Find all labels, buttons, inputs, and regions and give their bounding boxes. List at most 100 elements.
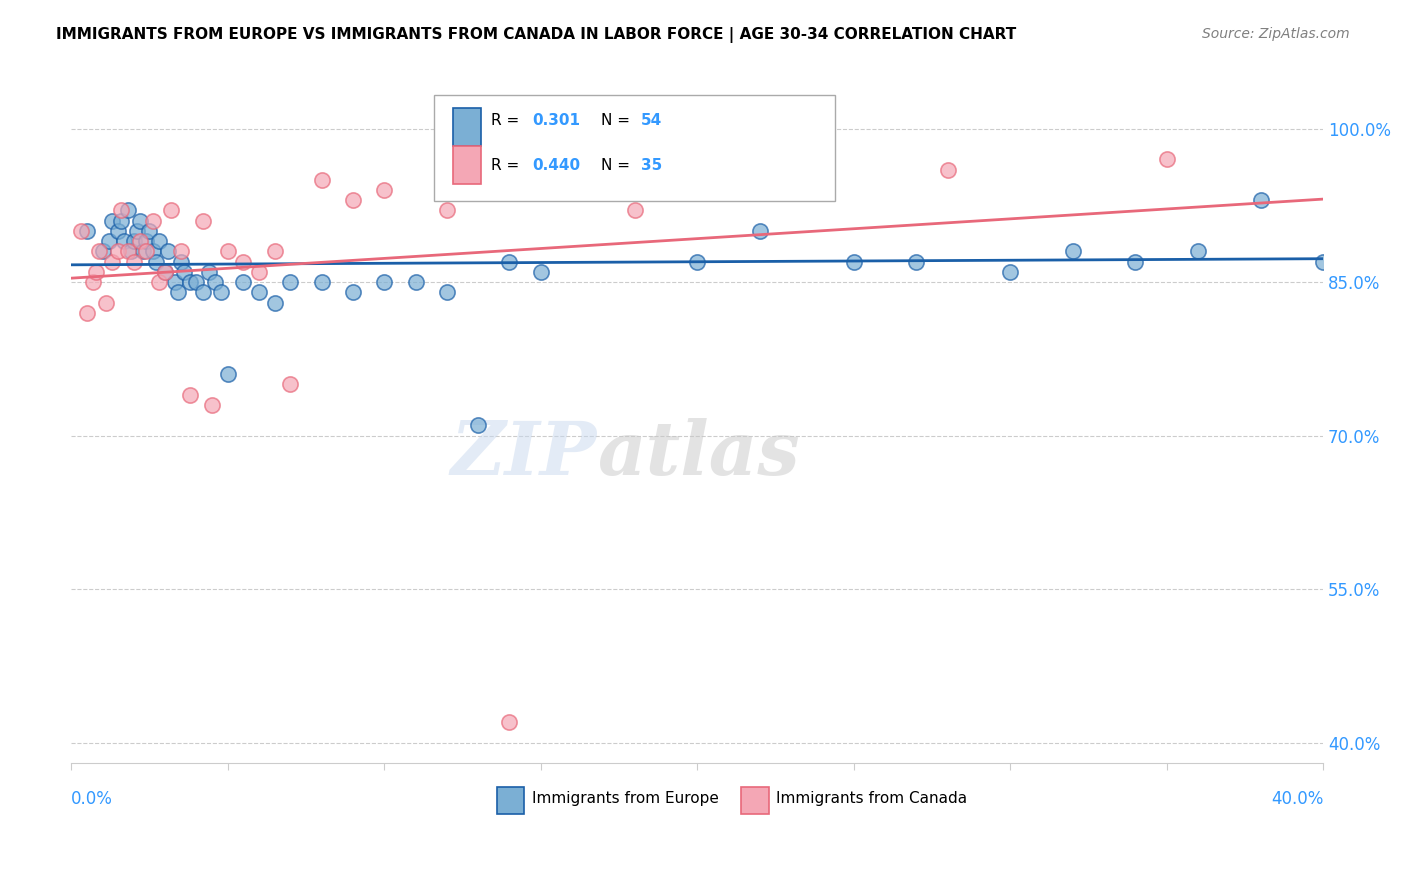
Point	[157, 244, 180, 259]
Point	[217, 368, 239, 382]
Text: Source: ZipAtlas.com: Source: ZipAtlas.com	[1202, 27, 1350, 41]
Point	[1125, 254, 1147, 268]
Point	[232, 275, 254, 289]
Point	[89, 244, 111, 259]
Point	[69, 224, 91, 238]
Point	[905, 254, 928, 268]
Point	[686, 254, 709, 268]
Point	[163, 275, 186, 289]
Point	[998, 265, 1021, 279]
Point	[114, 234, 136, 248]
Text: Immigrants from Canada: Immigrants from Canada	[776, 791, 967, 806]
Text: 40.0%: 40.0%	[1271, 790, 1323, 808]
Text: 0.0%: 0.0%	[72, 790, 112, 808]
Text: 0.301: 0.301	[531, 113, 579, 128]
Text: IMMIGRANTS FROM EUROPE VS IMMIGRANTS FROM CANADA IN LABOR FORCE | AGE 30-34 CORR: IMMIGRANTS FROM EUROPE VS IMMIGRANTS FRO…	[56, 27, 1017, 43]
Point	[135, 244, 157, 259]
Text: Immigrants from Europe: Immigrants from Europe	[531, 791, 718, 806]
Point	[107, 244, 129, 259]
Point	[342, 193, 364, 207]
Point	[842, 254, 865, 268]
Point	[132, 244, 155, 259]
Point	[191, 213, 214, 227]
Point	[129, 234, 152, 248]
Point	[82, 275, 104, 289]
Point	[1187, 244, 1209, 259]
Point	[142, 244, 165, 259]
Point	[125, 224, 148, 238]
Point	[467, 418, 489, 433]
Point	[247, 285, 270, 300]
Text: R =: R =	[491, 113, 524, 128]
Point	[1312, 254, 1334, 268]
Point	[153, 265, 176, 279]
Point	[107, 224, 129, 238]
Point	[623, 173, 645, 187]
Text: N =: N =	[600, 158, 634, 173]
Point	[91, 244, 114, 259]
Point	[160, 203, 183, 218]
Point	[1250, 193, 1272, 207]
Point	[170, 254, 193, 268]
Point	[76, 306, 98, 320]
Bar	[453, 146, 481, 184]
Point	[263, 244, 285, 259]
Point	[148, 275, 170, 289]
Point	[263, 295, 285, 310]
Point	[1062, 244, 1084, 259]
Point	[217, 244, 239, 259]
Point	[436, 285, 458, 300]
Point	[135, 234, 157, 248]
Point	[530, 265, 553, 279]
Text: ZIP: ZIP	[451, 418, 598, 491]
Point	[76, 224, 98, 238]
Point	[122, 254, 145, 268]
Point	[179, 387, 201, 401]
Point	[623, 203, 645, 218]
Point	[138, 224, 160, 238]
Text: 0.440: 0.440	[531, 158, 581, 173]
Point	[498, 715, 520, 730]
Point	[166, 285, 188, 300]
Text: R =: R =	[491, 158, 524, 173]
Point	[186, 275, 208, 289]
Point	[101, 213, 124, 227]
Point	[278, 377, 301, 392]
Bar	[741, 787, 769, 814]
Point	[148, 234, 170, 248]
Point	[145, 254, 167, 268]
Point	[94, 295, 117, 310]
Point	[373, 183, 395, 197]
Point	[247, 265, 270, 279]
Point	[110, 213, 132, 227]
Point	[201, 398, 224, 412]
Point	[170, 244, 193, 259]
Point	[311, 173, 333, 187]
Bar	[496, 787, 524, 814]
Point	[1156, 153, 1178, 167]
Point	[142, 213, 165, 227]
Point	[117, 203, 139, 218]
Point	[748, 173, 770, 187]
Point	[122, 234, 145, 248]
Point	[936, 162, 959, 177]
Bar	[453, 108, 481, 146]
Point	[342, 285, 364, 300]
Point	[198, 265, 221, 279]
Text: atlas: atlas	[598, 418, 800, 491]
Point	[173, 265, 195, 279]
Point	[117, 244, 139, 259]
Point	[748, 224, 770, 238]
Point	[191, 285, 214, 300]
Point	[498, 254, 520, 268]
Point	[129, 213, 152, 227]
Point	[405, 275, 427, 289]
Point	[204, 275, 226, 289]
Point	[311, 275, 333, 289]
Point	[436, 203, 458, 218]
FancyBboxPatch shape	[434, 95, 835, 201]
Text: N =: N =	[600, 113, 634, 128]
Point	[101, 254, 124, 268]
Point	[278, 275, 301, 289]
Point	[211, 285, 233, 300]
